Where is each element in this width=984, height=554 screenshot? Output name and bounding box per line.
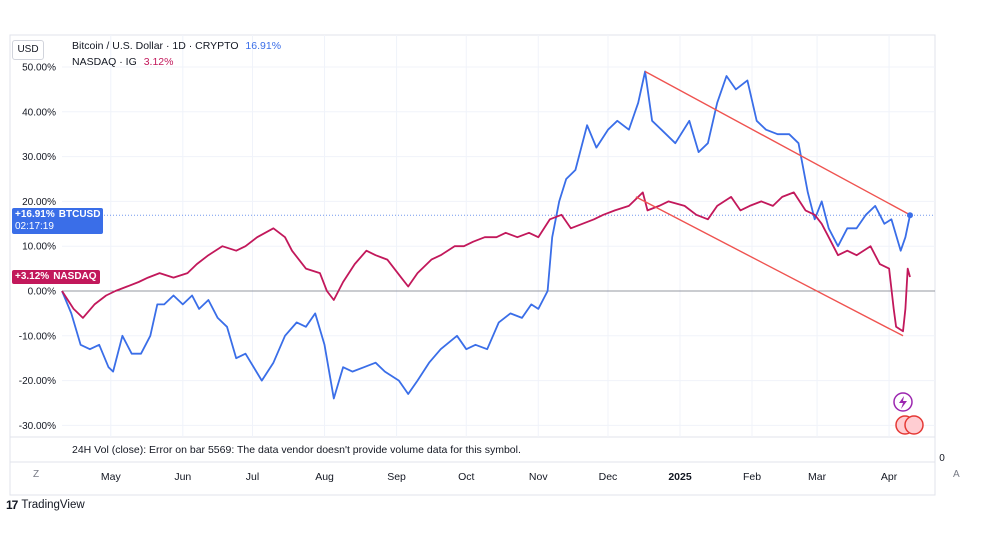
x-tick-label: Feb [743, 471, 761, 483]
zoom-nav-right[interactable]: A [953, 469, 960, 480]
x-tick-label: Sep [387, 471, 406, 483]
currency-button[interactable]: USD [12, 40, 44, 60]
x-tick-label: Oct [458, 471, 474, 483]
tradingview-logo-icon: 17 [6, 498, 18, 512]
btc-series-line [61, 70, 911, 400]
y-tick-label: -20.00% [19, 376, 56, 387]
nasdaq-series-line [61, 191, 911, 333]
nasdaq-tag-value: +3.12% [15, 271, 50, 282]
tradingview-logo-text: TradingView [21, 499, 85, 511]
y-tick-label: 0.00% [28, 287, 56, 298]
legend-btc[interactable]: Bitcoin / U.S. Dollar · 1D · CRYPTO 16.9… [72, 40, 281, 52]
x-tick-label: Apr [881, 471, 898, 483]
btc-price-tag: +16.91% BTCUSD 02:17:19 [12, 208, 104, 234]
lightning-bolt-icon [899, 396, 907, 409]
legend-btc-value: 16.91% [245, 40, 282, 52]
volume-axis-zero: 0 [939, 453, 945, 464]
legend-nasdaq[interactable]: NASDAQ · IG 3.12% [72, 56, 173, 68]
x-tick-label: Nov [529, 471, 548, 483]
volume-error-message: 24H Vol (close): Error on bar 5569: The … [72, 444, 521, 456]
x-tick-label: Jun [174, 471, 191, 483]
zoom-nav-left[interactable]: Z [33, 469, 40, 480]
y-tick-label: 20.00% [22, 197, 56, 208]
nasdaq-price-tag: +3.12% NASDAQ [12, 270, 100, 284]
btc-tag-symbol: BTCUSD [58, 209, 101, 220]
x-tick-label: Jul [246, 471, 259, 483]
x-tick-label: May [101, 471, 122, 483]
nasdaq-tag-symbol: NASDAQ [53, 271, 97, 282]
legend-nasdaq-name: NASDAQ · IG [72, 56, 137, 68]
legend-btc-name: Bitcoin / U.S. Dollar · 1D · CRYPTO [72, 40, 239, 52]
chart-frame [9, 34, 936, 496]
y-tick-label: 10.00% [22, 242, 56, 253]
legend-nasdaq-value: 3.12% [143, 56, 174, 68]
y-tick-label: -10.00% [19, 331, 56, 342]
us-flag-event-icon[interactable] [904, 415, 924, 435]
x-tick-label: Mar [808, 471, 827, 483]
upper-trendline[interactable] [644, 70, 911, 216]
x-tick-label: 2025 [668, 471, 692, 483]
lower-trendline[interactable] [635, 196, 904, 337]
btc-tag-value: +16.91% [15, 209, 55, 220]
y-tick-label: -30.00% [19, 421, 56, 432]
x-tick-label: Aug [315, 471, 334, 483]
tradingview-logo[interactable]: 17 TradingView [6, 498, 85, 512]
y-tick-label: 40.00% [22, 107, 56, 118]
btc-tag-countdown: 02:17:19 [15, 221, 54, 232]
y-tick-label: 30.00% [22, 152, 56, 163]
btc-last-point [907, 212, 913, 219]
x-tick-label: Dec [599, 471, 618, 483]
y-tick-label: 50.00% [22, 63, 56, 74]
